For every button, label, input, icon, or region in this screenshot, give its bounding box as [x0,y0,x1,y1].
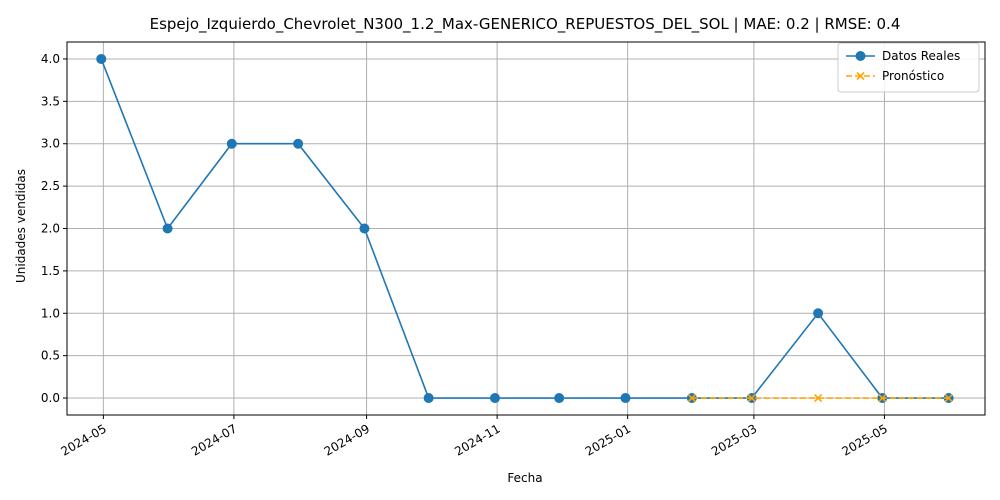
x-marker-stroke [747,393,756,403]
data-point [747,393,756,403]
x-axis: 2024-05 2024-07 2024-09 2024-11 2025-01 2025-… [58,415,890,459]
x-axis-label: Fecha [507,471,542,485]
x-marker-stroke [944,393,953,403]
data-point [813,308,824,319]
x-marker-stroke [878,393,887,403]
grid-lines [67,42,985,415]
x-tick-label: 2025-05 [840,421,890,458]
series-forecast [687,393,953,403]
y-tick-label: 1.5 [41,264,60,278]
x-tick-label: 2025-03 [709,421,759,458]
x-tick-label: 2024-07 [189,421,239,458]
x-tick-label: 2025-01 [583,421,633,458]
x-marker-stroke [814,393,823,403]
series-line [100,58,949,399]
y-axis-label: Unidades vendidas [14,169,28,283]
x-marker-stroke [856,71,865,81]
y-tick-label: 3.0 [41,137,60,151]
data-point [620,393,631,404]
y-tick-label: 1.0 [41,306,60,320]
data-point [878,393,887,403]
data-point [423,393,434,404]
y-tick-label: 4.0 [41,52,60,66]
y-tick-label: 2.5 [41,179,60,193]
y-tick-label: 3.5 [41,94,60,108]
data-point [489,393,500,404]
y-tick-label: 0.0 [41,391,60,405]
data-point [226,138,237,149]
legend-swatch-marker [855,51,866,61]
y-axis: 0.0 0.5 1.0 1.5 2.0 2.5 3.0 3.5 4.0 [41,52,67,405]
legend-entry-label: Datos Reales [882,49,960,63]
data-point [96,53,107,64]
data-point [944,393,953,403]
data-point [293,138,304,149]
legend: Datos Reales Pronóstico [837,42,980,93]
x-tick-label: 2024-11 [452,421,502,458]
y-tick-label: 0.5 [41,349,60,363]
y-tick-label: 2.0 [41,222,60,236]
data-point [687,393,696,403]
legend-entry-label: Pronóstico [882,69,944,83]
data-point [554,393,565,404]
x-marker-stroke [687,393,696,403]
chart-title: Espejo_Izquierdo_Chevrolet_N300_1.2_Max-… [150,15,901,34]
data-point [162,223,173,234]
data-point [359,223,370,234]
series-layer [96,53,954,404]
legend-swatch-marker [856,71,865,81]
x-tick-label: 2024-05 [58,421,108,458]
x-tick-label: 2024-09 [322,421,372,458]
data-point [814,393,823,403]
